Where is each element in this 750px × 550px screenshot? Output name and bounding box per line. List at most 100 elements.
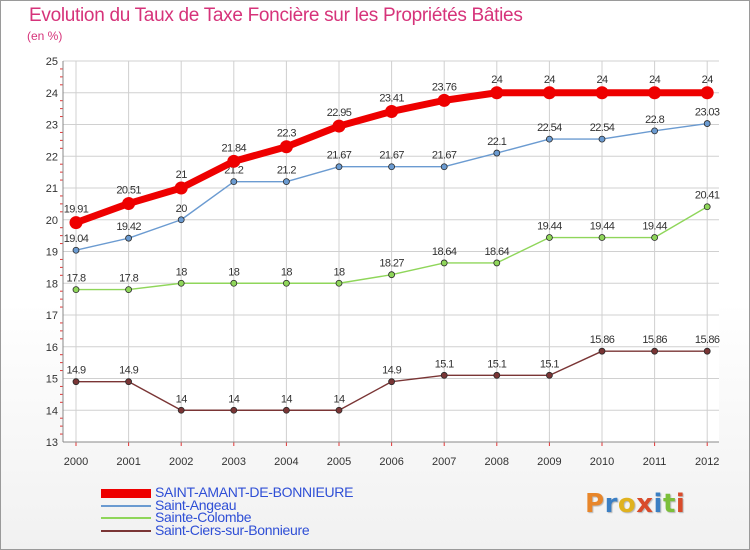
- data-label: 22.54: [590, 122, 615, 134]
- legend-swatch: [101, 529, 151, 532]
- legend-swatch: [101, 504, 151, 507]
- data-point: [440, 259, 448, 267]
- x-tick-label: 2001: [116, 456, 140, 468]
- data-label: 18: [281, 266, 293, 278]
- data-point: [493, 259, 501, 267]
- data-point: [703, 347, 711, 355]
- y-tick-label: 25: [46, 56, 58, 68]
- data-label: 15.86: [695, 334, 720, 346]
- data-label: 14: [281, 393, 293, 405]
- data-label: 15.86: [642, 334, 667, 346]
- data-label: 19.42: [116, 221, 141, 233]
- data-point: [385, 104, 399, 118]
- x-tick-label: 2005: [327, 456, 351, 468]
- data-point: [598, 234, 606, 241]
- data-point: [651, 127, 658, 135]
- data-point: [490, 86, 504, 100]
- data-point: [227, 154, 241, 168]
- data-label: 17.8: [119, 273, 138, 285]
- y-tick-label: 22: [46, 151, 58, 163]
- data-label: 23.76: [432, 81, 457, 93]
- data-label: 19.04: [64, 233, 89, 245]
- unit-label: (en %): [27, 29, 63, 43]
- data-point: [703, 120, 711, 127]
- data-label: 15.86: [590, 334, 615, 346]
- data-point: [72, 378, 80, 386]
- logo-letter: i: [653, 489, 663, 519]
- data-label: 18.27: [379, 258, 404, 270]
- data-point: [177, 406, 185, 414]
- data-point: [335, 279, 343, 287]
- data-point: [388, 271, 396, 279]
- y-tick-label: 13: [46, 437, 58, 449]
- y-tick-label: 24: [46, 88, 58, 100]
- data-point: [279, 140, 293, 154]
- data-point: [493, 371, 501, 379]
- data-label: 24: [544, 74, 556, 86]
- data-label: 21.2: [277, 165, 296, 177]
- proxiti-logo: Proxiti: [585, 489, 685, 519]
- legend-label: Sainte-Colombe: [155, 509, 252, 525]
- data-label: 18: [333, 266, 345, 278]
- data-point: [72, 286, 80, 294]
- data-point: [125, 234, 132, 242]
- data-label: 24: [649, 74, 661, 86]
- y-tick-label: 16: [46, 342, 58, 354]
- x-tick-label: 2007: [432, 456, 456, 468]
- x-tick-label: 2002: [169, 456, 193, 468]
- y-tick-label: 23: [46, 120, 58, 132]
- data-label: 20.51: [116, 185, 141, 197]
- y-tick-label: 21: [46, 183, 58, 195]
- data-point: [174, 181, 188, 195]
- data-point: [230, 406, 238, 414]
- data-label: 15.1: [540, 358, 559, 370]
- data-label: 19.44: [537, 221, 562, 233]
- data-point: [546, 135, 553, 143]
- data-label: 23.41: [379, 92, 404, 104]
- x-tick-label: 2000: [64, 456, 88, 468]
- logo-letter: o: [617, 489, 637, 519]
- logo-letter: i: [675, 489, 686, 519]
- legend-swatch: [101, 517, 151, 519]
- data-point: [388, 378, 396, 386]
- data-point: [125, 286, 132, 294]
- data-label: 22.95: [327, 107, 352, 119]
- data-point: [388, 163, 396, 171]
- data-label: 21.67: [379, 150, 404, 162]
- data-point: [125, 378, 132, 386]
- logo-letter: t: [662, 489, 676, 519]
- data-label: 21: [176, 169, 188, 181]
- data-point: [595, 86, 609, 100]
- data-label: 20.41: [695, 190, 720, 202]
- y-tick-label: 15: [46, 374, 58, 386]
- legend-label: Saint-Ciers-sur-Bonnieure: [155, 521, 310, 538]
- data-label: 21.84: [222, 142, 247, 154]
- data-label: 18: [176, 266, 188, 278]
- y-tick-label: 18: [46, 278, 58, 290]
- data-point: [122, 197, 136, 211]
- x-tick-label: 2012: [695, 456, 719, 468]
- data-label: 14: [333, 393, 345, 405]
- legend-swatch: [101, 488, 151, 498]
- data-point: [598, 135, 606, 143]
- data-point: [335, 163, 343, 171]
- data-point: [648, 86, 662, 100]
- data-point: [440, 163, 448, 171]
- x-tick-label: 2009: [537, 456, 561, 468]
- data-label: 19.91: [64, 204, 89, 216]
- data-point: [69, 216, 83, 230]
- x-tick-label: 2003: [222, 456, 246, 468]
- data-label: 18: [228, 266, 240, 278]
- data-point: [230, 279, 238, 287]
- data-point: [542, 86, 556, 100]
- data-point: [332, 119, 346, 133]
- data-point: [493, 149, 501, 157]
- data-label: 21.67: [327, 150, 352, 162]
- data-label: 21.2: [224, 165, 243, 177]
- data-label: 15.1: [435, 358, 454, 370]
- data-label: 22.8: [645, 114, 664, 126]
- logo-letter: x: [636, 489, 654, 519]
- data-label: 20: [176, 203, 188, 215]
- data-point: [282, 279, 290, 287]
